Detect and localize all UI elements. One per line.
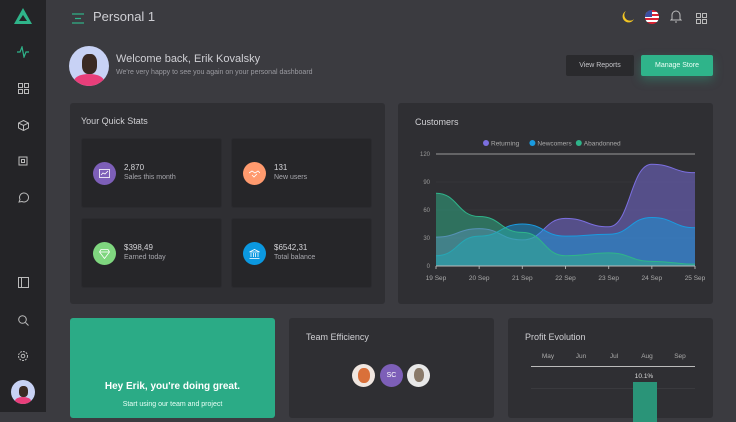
chart-icon (93, 162, 116, 185)
customers-title: Customers (415, 117, 459, 127)
legend-label: Newcomers (537, 141, 572, 148)
bank-icon (243, 242, 266, 265)
layout-icon[interactable] (13, 272, 33, 292)
cpu-icon[interactable] (13, 151, 33, 171)
stat-card[interactable]: $398,49 Earned today (81, 218, 222, 288)
promo-text: Start using our team and project (122, 401, 223, 408)
y-tick-label: 30 (423, 236, 430, 242)
settings-icon[interactable] (13, 346, 33, 366)
stat-value: $398,49 (124, 243, 153, 252)
stat-value: 131 (274, 163, 288, 172)
x-tick-label: 25 Sep (685, 275, 706, 282)
us-flag-icon[interactable] (645, 10, 659, 24)
activity-icon[interactable] (13, 42, 33, 62)
diamond-icon (93, 242, 116, 265)
legend-marker (529, 140, 536, 146)
promo-card: Hey Erik, you're doing great. Start usin… (70, 318, 275, 418)
promo-title: Hey Erik, you're doing great. (104, 381, 241, 392)
month-label: Jul (609, 353, 619, 360)
x-tick-label: 20 Sep (469, 275, 490, 282)
profit-bar-aug (633, 382, 657, 422)
month-label: Jun (575, 353, 587, 360)
legend-marker (575, 140, 582, 146)
profit-evolution-card: Profit Evolution May Jun Jul Aug Sep 10.1% (508, 318, 713, 422)
team-member-avatar[interactable] (352, 364, 375, 387)
team-member-avatar[interactable] (407, 364, 430, 387)
month-label: Aug (641, 353, 653, 360)
grid-icon[interactable] (13, 78, 33, 98)
bar-label: 10.1% (634, 373, 654, 380)
month-label: Sep (674, 353, 686, 360)
stat-card[interactable]: 2,870 Sales this month (81, 138, 222, 208)
y-tick-label: 90 (423, 180, 430, 186)
topbar: Personal 1 (46, 0, 736, 36)
customers-chart: 0 30 60 90 120 19 Sep 20 Sep 21 Sep 22 Sep 23 Sep… (420, 140, 706, 282)
welcome-avatar (69, 46, 109, 86)
bell-icon[interactable] (669, 10, 683, 28)
team-member-avatar[interactable]: SC (380, 364, 403, 387)
welcome-title: Welcome back, Erik Kovalsky (116, 53, 261, 65)
sidebar (0, 0, 46, 412)
search-icon[interactable] (13, 310, 33, 330)
month-label: May (541, 353, 555, 360)
area-abandonned (436, 193, 695, 266)
view-reports-button[interactable]: View Reports (566, 55, 634, 76)
x-tick-label: 22 Sep (555, 275, 576, 282)
team-efficiency-title: Team Efficiency (306, 332, 369, 342)
stat-card[interactable]: 131 New users (231, 138, 372, 208)
line-abandonned (435, 192, 696, 265)
menu-icon[interactable] (72, 11, 84, 29)
y-tick-label: 60 (423, 208, 430, 214)
stat-value: $6542,31 (274, 243, 308, 252)
x-tick-label: 24 Sep (642, 275, 663, 282)
x-tick-label: 23 Sep (598, 275, 619, 282)
stat-label: Total balance (274, 254, 316, 261)
stat-label: Earned today (124, 254, 166, 261)
handshake-icon (243, 162, 266, 185)
welcome-subtitle: We're very happy to see you again on you… (116, 69, 313, 76)
x-tick-label: 21 Sep (512, 275, 533, 282)
legend-label: Returning (491, 141, 520, 148)
quick-stats-card: Your Quick Stats 2,870 Sales this month … (70, 103, 385, 304)
apps-icon[interactable] (696, 11, 707, 29)
stat-card[interactable]: $6542,31 Total balance (231, 218, 372, 288)
stat-label: New users (274, 174, 308, 181)
legend-label: Abandonned (584, 141, 621, 148)
page-title: Personal 1 (93, 9, 156, 24)
profit-evolution-title: Profit Evolution (525, 332, 586, 342)
box-icon[interactable] (13, 115, 33, 135)
user-avatar[interactable] (11, 380, 35, 404)
stat-value: 2,870 (124, 163, 145, 172)
manage-store-button[interactable]: Manage Store (641, 55, 713, 76)
logo-icon[interactable] (13, 6, 33, 26)
message-icon[interactable] (13, 188, 33, 208)
quick-stats-title: Your Quick Stats (81, 116, 148, 126)
x-tick-label: 19 Sep (426, 275, 447, 282)
y-tick-label: 0 (427, 264, 431, 270)
y-tick-label: 120 (420, 152, 431, 158)
stat-label: Sales this month (124, 174, 176, 181)
legend-marker (483, 140, 489, 146)
moon-icon[interactable] (621, 10, 635, 29)
